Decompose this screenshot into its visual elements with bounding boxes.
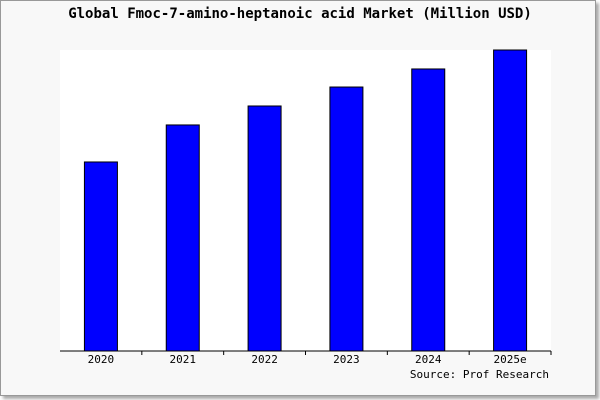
x-tick-label: 2020 — [88, 353, 115, 366]
chart-title: Global Fmoc-7-amino-heptanoic acid Marke… — [68, 6, 532, 22]
bar-2021 — [165, 124, 200, 352]
x-tick-label: 2023 — [333, 353, 360, 366]
bar-2023 — [329, 86, 364, 352]
x-tick-label: 2024 — [415, 353, 442, 366]
x-tick-label: 2022 — [251, 353, 278, 366]
bar-2024 — [411, 68, 446, 352]
plot-area — [60, 50, 551, 351]
bar-2022 — [247, 105, 282, 352]
bar-2025e — [493, 49, 528, 352]
x-tick-label: 2021 — [170, 353, 197, 366]
x-tick-label: 2025e — [494, 353, 527, 366]
bar-2020 — [83, 161, 118, 352]
source-label: Source: Prof Research — [409, 368, 549, 381]
